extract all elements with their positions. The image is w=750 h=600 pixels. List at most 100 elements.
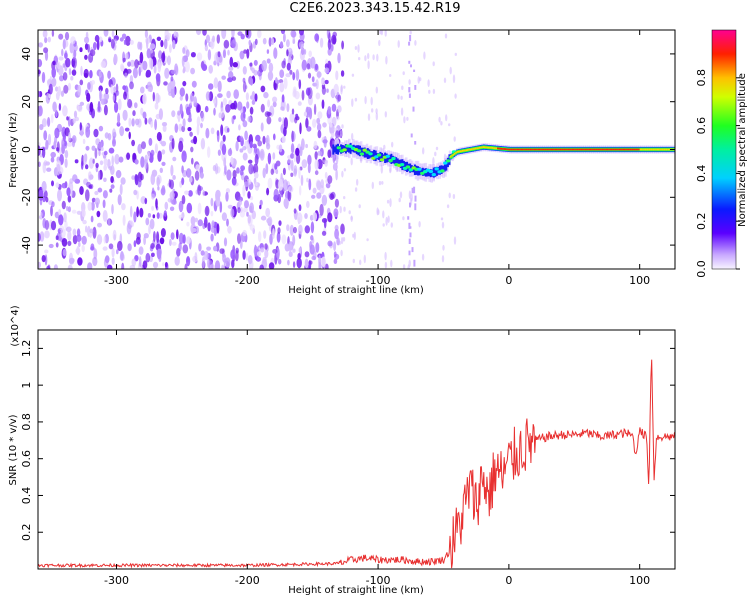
spectrogram-cell <box>111 30 115 38</box>
spectrogram-cell <box>318 254 321 267</box>
spectrogram-cell <box>432 88 436 95</box>
ridge-speck <box>388 159 393 163</box>
spectrogram-cell <box>70 36 76 45</box>
spectrogram-cell <box>293 208 297 214</box>
spectrogram-cell <box>322 122 327 128</box>
ridge-peak <box>473 147 476 150</box>
spectrogram-cell <box>171 138 175 150</box>
spectrogram-cell <box>39 124 44 131</box>
spectrogram-cell <box>56 61 61 70</box>
spectrogram-cell <box>321 218 328 223</box>
spectrogram-cell <box>322 159 328 164</box>
spectrogram-cell <box>71 69 77 76</box>
spectrogram-cell <box>204 44 209 52</box>
spectrogram-cell <box>289 185 292 192</box>
spectrogram-cell <box>267 177 273 189</box>
spectrogram-cell <box>122 214 126 226</box>
spectrogram-cell <box>100 98 107 105</box>
spectrogram-cell <box>343 196 346 200</box>
spectrogram-cell <box>310 235 314 241</box>
spectrogram-cell <box>367 113 371 121</box>
spectrogram-cell <box>171 241 177 246</box>
ridge-peak <box>603 148 605 151</box>
spectrogram-cell <box>112 128 116 140</box>
ridge-peak <box>567 148 570 151</box>
spectrogram-cell <box>158 253 162 263</box>
spectrogram-cell <box>448 192 451 199</box>
spectrogram-cell <box>147 150 151 160</box>
spectrogram-cell <box>273 133 276 141</box>
spectrogram-cell <box>61 144 65 155</box>
spectrogram-cell <box>205 91 211 101</box>
spectrogram-cell <box>333 251 337 258</box>
ridge-peak <box>523 148 525 151</box>
spectrogram-cell <box>298 41 304 49</box>
spectrogram-cell <box>172 39 176 50</box>
spectrogram-cell <box>232 169 237 179</box>
spectrogram-cell <box>117 112 121 125</box>
spectrogram-cell <box>133 240 137 248</box>
spectrogram-cell <box>80 65 83 76</box>
spectrogram-cell <box>73 43 78 52</box>
spectrogram-cell <box>350 216 353 221</box>
spectrogram-cell <box>240 112 246 122</box>
spectrogram-cell <box>98 85 103 92</box>
spectrogram-cell <box>239 209 246 218</box>
spectrogram-cell <box>280 106 285 111</box>
spectrogram-cell <box>182 118 186 128</box>
spectrogram-cell <box>291 108 295 115</box>
spectrogram-cell <box>364 55 367 62</box>
spectrogram-cell <box>103 104 108 116</box>
spectrogram-cell <box>408 238 411 244</box>
spectrogram-cell <box>147 86 153 92</box>
spectrogram-cell <box>44 230 50 239</box>
spectrogram-y-tick-label: 40 <box>20 47 33 61</box>
ridge-peak <box>456 151 459 153</box>
spectrogram-cell <box>249 196 254 201</box>
spectrogram-cell <box>176 229 179 240</box>
spectrogram-cell <box>384 30 387 37</box>
spectrogram-cell <box>120 177 126 185</box>
ridge-speck <box>368 152 373 156</box>
spectrogram-cell <box>120 65 125 72</box>
spectrogram-cell <box>210 197 214 207</box>
spectrogram-cell <box>301 90 305 101</box>
ridge-core <box>402 160 405 171</box>
spectrogram-cell <box>398 197 401 203</box>
spectrogram-cell <box>453 136 456 142</box>
ridge-core <box>434 167 437 177</box>
spectrogram-cell <box>194 170 200 181</box>
spectrogram-cell <box>207 222 211 232</box>
spectrogram-cell <box>189 176 193 183</box>
ridge-peak <box>562 148 565 151</box>
spectrogram-cell <box>99 160 104 166</box>
ridge-peak <box>514 148 516 151</box>
ridge-speck <box>434 167 439 171</box>
spectrogram-cell <box>115 170 122 179</box>
spectrogram-cell <box>312 118 317 128</box>
spectrogram-cell <box>97 222 102 228</box>
spectrogram-cell <box>326 88 329 93</box>
ridge-peak <box>544 148 546 151</box>
ridge-peak <box>663 148 665 151</box>
spectrogram-cell <box>279 82 285 93</box>
ridge-peak <box>489 146 491 149</box>
spectrogram-cell <box>166 32 172 38</box>
ridge-core <box>340 144 343 154</box>
ridge-peak <box>616 148 618 151</box>
spectrogram-cell <box>408 259 411 268</box>
spectrogram-cell <box>102 190 108 199</box>
spectrogram-cell <box>131 258 137 267</box>
spectrogram-cell <box>289 112 295 123</box>
spectrogram-cell <box>253 245 258 257</box>
spectrogram-cell <box>221 264 225 269</box>
spectrogram-cell <box>249 62 253 67</box>
ridge-peak <box>463 149 465 152</box>
spectrogram-cell <box>40 211 43 218</box>
ridge-peak <box>654 148 656 151</box>
spectrogram-cell <box>169 179 174 190</box>
spectrogram-cell <box>48 93 51 99</box>
spectrogram-cell <box>216 223 220 234</box>
spectrogram-cell <box>259 204 262 210</box>
spectrogram-cell <box>198 243 202 252</box>
